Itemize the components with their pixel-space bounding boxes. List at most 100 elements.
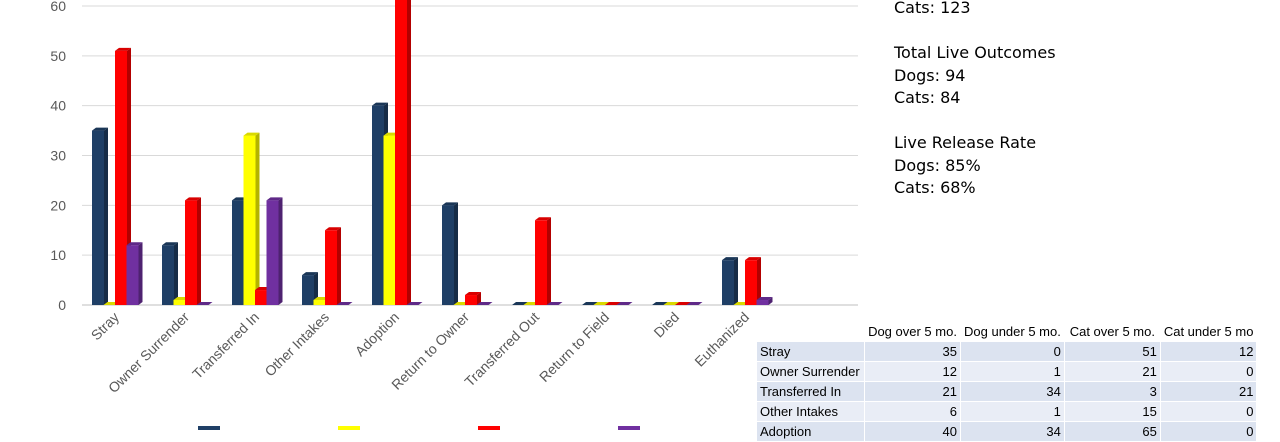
table-row: Other Intakes 6 1 15 0 bbox=[757, 401, 1258, 422]
bar-cat-under-5mo bbox=[196, 302, 213, 305]
legend-swatch bbox=[618, 426, 640, 430]
x-tick-label: Adoption bbox=[352, 309, 402, 359]
x-tick-label: Stray bbox=[88, 309, 122, 343]
live-outcomes-dogs: Dogs: 94 bbox=[894, 65, 966, 85]
table-cell: 21 bbox=[864, 381, 961, 402]
bar-cat-under-5mo bbox=[406, 302, 423, 305]
table-cell: 15 bbox=[1064, 401, 1161, 422]
bar-cat-over-5mo bbox=[115, 47, 131, 305]
bar-dog-under-5mo bbox=[663, 302, 680, 305]
table-row: Owner Surrender 12 1 21 0 bbox=[757, 361, 1258, 382]
chart-legend bbox=[198, 426, 640, 430]
table-cell: 12 bbox=[1160, 341, 1258, 362]
table-cell: 65 bbox=[1064, 421, 1161, 442]
table-cell: 51 bbox=[1064, 341, 1161, 362]
bar-cat-over-5mo bbox=[395, 0, 411, 305]
table-cell: Stray bbox=[757, 341, 865, 362]
table-cell: Owner Surrender bbox=[757, 361, 865, 382]
y-tick-label: 40 bbox=[50, 98, 66, 114]
y-axis-ticks: 0 10 20 30 40 50 60 bbox=[50, 0, 66, 313]
table-cell: 34 bbox=[960, 421, 1065, 442]
table-cell: 1 bbox=[960, 401, 1065, 422]
bar-cat-over-5mo bbox=[535, 217, 551, 305]
table-cell: 1 bbox=[960, 361, 1065, 382]
table-cell: 21 bbox=[1160, 381, 1258, 402]
live-outcomes-cats: Cats: 84 bbox=[894, 88, 961, 107]
y-tick-label: 50 bbox=[50, 48, 66, 64]
bar-dog-over-5mo bbox=[302, 272, 318, 305]
bar-dog-under-5mo bbox=[243, 132, 260, 305]
bar-cat-over-5mo bbox=[675, 302, 691, 305]
legend-swatch bbox=[338, 426, 360, 430]
bar-cat-under-5mo bbox=[336, 302, 353, 305]
live-outcomes-title: Total Live Outcomes bbox=[894, 43, 1056, 62]
table-cell: 34 bbox=[960, 381, 1065, 402]
bar-cat-over-5mo bbox=[605, 302, 621, 305]
cats-total-text: Cats: 123 bbox=[894, 0, 971, 17]
table-cell: 0 bbox=[1160, 401, 1258, 422]
x-tick-label: Euthanized bbox=[691, 309, 752, 370]
chart-gridlines bbox=[82, 5, 858, 306]
table-header-cell: Dog under 5 mo. bbox=[960, 322, 1065, 342]
live-release-rate-dogs: Dogs: 85% bbox=[894, 155, 981, 175]
bar-cat-under-5mo bbox=[756, 297, 773, 305]
chart-bars bbox=[92, 0, 773, 306]
bar-cat-over-5mo bbox=[465, 292, 481, 305]
x-tick-label: Transferred Out bbox=[461, 309, 542, 390]
bar-dog-over-5mo bbox=[722, 257, 738, 305]
table-row: Adoption 40 34 65 0 bbox=[757, 421, 1258, 442]
table-row: Transferred In 21 34 3 21 bbox=[757, 381, 1258, 402]
live-release-rate-cats: Cats: 68% bbox=[894, 178, 976, 197]
bar-cat-under-5mo bbox=[616, 302, 633, 305]
bar-cat-under-5mo bbox=[476, 302, 493, 305]
y-tick-label: 0 bbox=[58, 297, 66, 313]
table-cell: 6 bbox=[864, 401, 961, 422]
table-cell: Other Intakes bbox=[757, 401, 865, 422]
bar-cat-over-5mo bbox=[185, 197, 201, 305]
bar-cat-over-5mo bbox=[745, 257, 761, 305]
data-table: Dog over 5 mo. Dog under 5 mo. Cat over … bbox=[757, 322, 1258, 442]
table-header-row: Dog over 5 mo. Dog under 5 mo. Cat over … bbox=[757, 322, 1258, 342]
legend-swatch bbox=[478, 426, 500, 430]
table-cell: 21 bbox=[1064, 361, 1161, 382]
table-cell: Transferred In bbox=[757, 381, 865, 402]
y-tick-label: 20 bbox=[50, 197, 66, 213]
bar-dog-under-5mo bbox=[593, 302, 610, 305]
bar-cat-under-5mo bbox=[266, 197, 283, 305]
x-tick-label: Return to Field bbox=[536, 309, 612, 385]
bar-cat-over-5mo bbox=[325, 227, 341, 305]
table-cell: 35 bbox=[864, 341, 961, 362]
bar-dog-over-5mo bbox=[92, 127, 108, 305]
bar-dog-over-5mo bbox=[582, 302, 598, 305]
bar-cat-under-5mo bbox=[686, 302, 703, 305]
table-cell: 40 bbox=[864, 421, 961, 442]
bar-cat-under-5mo bbox=[546, 302, 563, 305]
live-release-rate-title: Live Release Rate bbox=[894, 133, 1037, 152]
table-cell: 12 bbox=[864, 361, 961, 382]
bar-dog-over-5mo bbox=[512, 302, 528, 305]
y-tick-label: 30 bbox=[50, 148, 66, 164]
table-cell: Adoption bbox=[757, 421, 865, 442]
x-tick-label: Transferred In bbox=[189, 309, 262, 382]
table-header-cell: Cat under 5 mo bbox=[1160, 322, 1258, 342]
x-tick-label: Other Intakes bbox=[261, 309, 332, 380]
y-tick-label: 10 bbox=[50, 247, 66, 263]
legend-swatch bbox=[198, 426, 220, 430]
table-cell: 0 bbox=[1160, 361, 1258, 382]
x-tick-label: Died bbox=[650, 309, 682, 341]
table-cell: 0 bbox=[1160, 421, 1258, 442]
table-header-cell: Cat over 5 mo. bbox=[1064, 322, 1161, 342]
table-row: Stray 35 0 51 12 bbox=[757, 341, 1258, 362]
table-header-cell: Dog over 5 mo. bbox=[864, 322, 961, 342]
bar-dog-over-5mo bbox=[162, 242, 178, 305]
y-tick-label: 60 bbox=[50, 0, 66, 14]
table-cell: 3 bbox=[1064, 381, 1161, 402]
bar-dog-over-5mo bbox=[442, 202, 458, 305]
table-cell: 0 bbox=[960, 341, 1065, 362]
table-header-cell bbox=[757, 322, 865, 342]
summary-panel: Cats: 123 Total Live Outcomes Dogs: 94 C… bbox=[894, 0, 1274, 200]
bar-cat-under-5mo bbox=[126, 242, 143, 305]
bar-dog-over-5mo bbox=[652, 302, 668, 305]
